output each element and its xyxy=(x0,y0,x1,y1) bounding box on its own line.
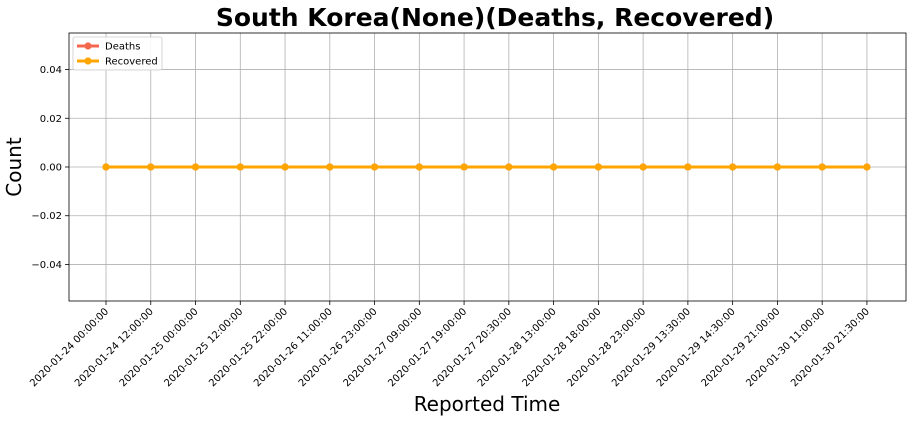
series-layer xyxy=(102,163,871,171)
x-tick-label: 2020-01-25 22:00:00 xyxy=(207,306,290,389)
x-tick-label: 2020-01-25 00:00:00 xyxy=(118,306,201,389)
x-axis-label: Reported Time xyxy=(414,392,561,416)
data-point xyxy=(281,163,289,171)
data-point xyxy=(191,163,200,171)
data-point xyxy=(326,163,334,171)
data-point xyxy=(460,163,468,171)
data-point xyxy=(684,163,692,171)
legend: Deaths Recovered xyxy=(72,36,163,71)
data-point xyxy=(818,163,826,171)
x-tick-label: 2020-01-26 11:00:00 xyxy=(252,306,335,389)
chart-title: South Korea(None)(Deaths, Recovered) xyxy=(216,3,774,32)
y-tick-label: −0.04 xyxy=(31,260,62,271)
legend-marker xyxy=(84,57,92,65)
data-point xyxy=(863,163,871,171)
series-recovered xyxy=(102,163,871,171)
legend-label: Recovered xyxy=(105,57,158,68)
data-point xyxy=(415,163,423,171)
x-tick-label: 2020-01-27 09:00:00 xyxy=(342,306,425,389)
x-tick-label: 2020-01-28 13:00:00 xyxy=(476,306,559,389)
data-point xyxy=(102,163,110,171)
x-tick-label: 2020-01-27 19:00:00 xyxy=(386,306,469,389)
data-point xyxy=(729,163,737,171)
x-tick-label: 2020-01-28 18:00:00 xyxy=(521,306,604,389)
x-tick-label: 2020-01-25 12:00:00 xyxy=(163,306,246,389)
y-axis-label: Count xyxy=(2,137,26,197)
legend-marker xyxy=(84,42,92,50)
y-tick-label: 0.00 xyxy=(40,163,62,174)
data-point xyxy=(773,163,782,171)
y-tick-label: −0.02 xyxy=(31,211,62,222)
data-point xyxy=(639,163,647,171)
x-tick-label: 2020-01-24 12:00:00 xyxy=(73,306,156,389)
x-tick-label: 2020-01-29 21:00:00 xyxy=(700,306,783,389)
x-tick-label: 2020-01-30 11:00:00 xyxy=(744,306,827,389)
x-tick-label: 2020-01-26 23:00:00 xyxy=(297,306,380,389)
y-axis: −0.04 −0.02 0.00 0.02 0.04 xyxy=(31,65,69,271)
x-tick-label: 2020-01-24 00:00:00 xyxy=(28,306,111,389)
x-tick-label: 2020-01-29 14:30:00 xyxy=(655,306,738,389)
data-point xyxy=(550,163,558,171)
x-tick-label: 2020-01-29 13:30:00 xyxy=(610,306,693,389)
data-point xyxy=(594,163,602,171)
x-tick-label: 2020-01-30 21:30:00 xyxy=(789,306,872,389)
x-tick-label: 2020-01-28 23:00:00 xyxy=(565,306,648,389)
y-tick-label: 0.02 xyxy=(40,114,62,125)
data-point xyxy=(505,163,513,171)
x-tick-label: 2020-01-27 20:30:00 xyxy=(431,306,514,389)
data-point xyxy=(370,163,379,171)
data-point xyxy=(236,163,244,171)
data-point xyxy=(147,163,155,171)
legend-label: Deaths xyxy=(105,42,140,53)
y-tick-label: 0.04 xyxy=(40,65,62,76)
